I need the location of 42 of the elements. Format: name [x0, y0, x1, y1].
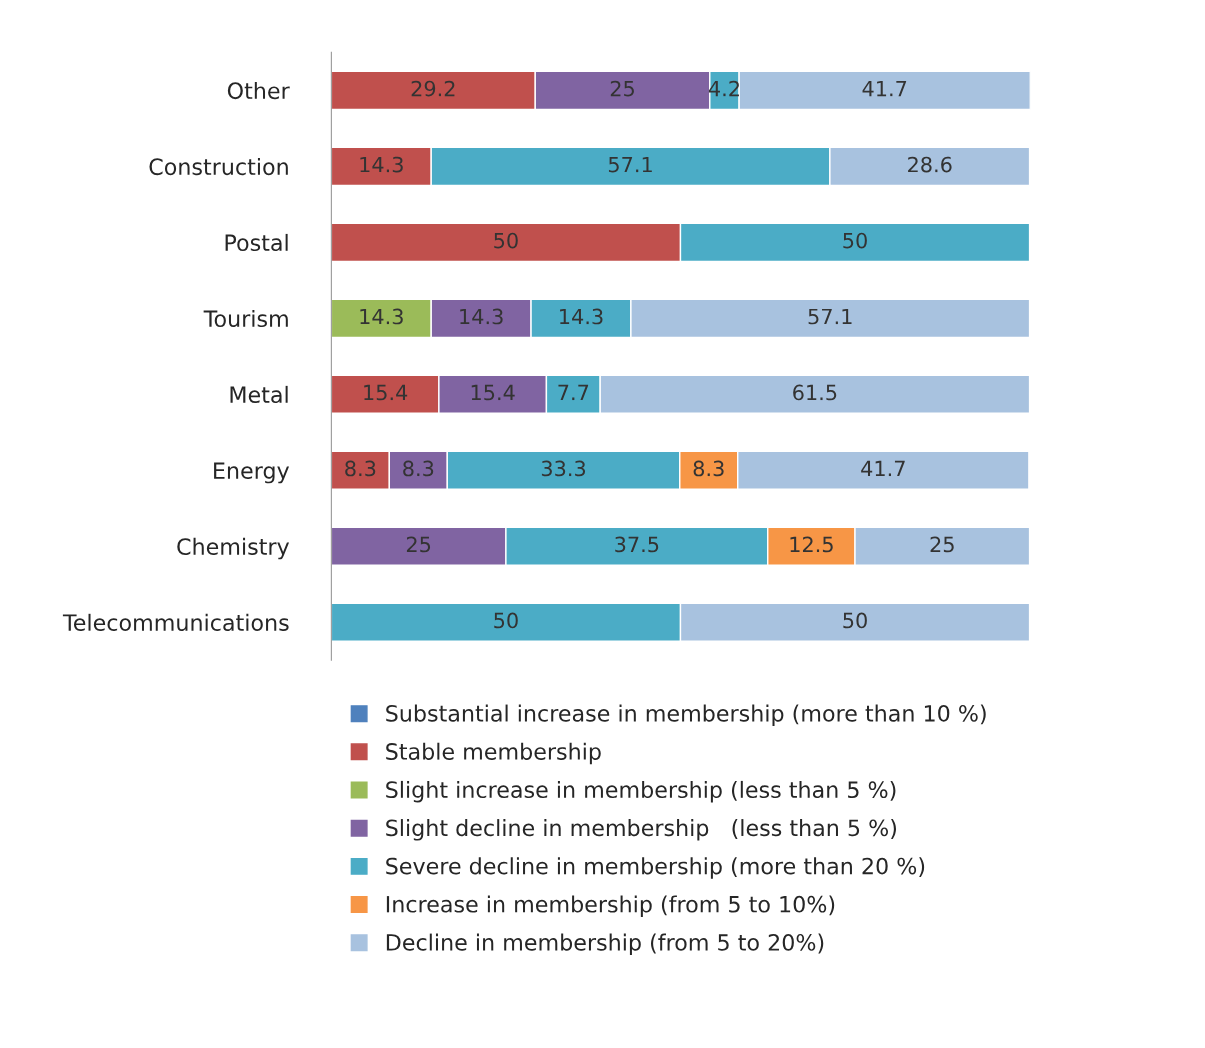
data-label: 57.1 [608, 156, 652, 173]
data-label: 50 [843, 612, 867, 629]
data-label: 25 [406, 536, 431, 553]
y-tick-label: Postal [225, 233, 288, 252]
y-tick-label: Energy [214, 462, 290, 484]
y-tick-label: Construction [149, 157, 288, 176]
data-label: 25 [610, 80, 634, 97]
legend-label: Stable membership [386, 742, 601, 765]
data-label: 15.4 [364, 384, 408, 401]
legend-label: Substantial increase in membership (more than 10 %) [386, 704, 986, 727]
legend-label: Slight decline in membership (less than 5 %) [386, 819, 896, 841]
data-label: 28.6 [908, 156, 952, 173]
data-label: 50 [843, 232, 867, 249]
data-label: 8.3 [403, 460, 434, 477]
data-label: 50 [494, 612, 518, 629]
data-label: 50 [494, 232, 518, 249]
data-label: 8.3 [693, 460, 724, 477]
data-label: 7.7 [558, 384, 589, 401]
data-label: 14.3 [360, 156, 403, 173]
data-label: 29.2 [411, 80, 455, 97]
y-tick-label: Metal [230, 385, 288, 404]
data-label: 15.4 [471, 384, 515, 401]
legend-label: Severe decline in membership (more than 20 %) [386, 857, 925, 879]
data-label: 61.5 [793, 384, 837, 401]
data-label: 14.3 [460, 308, 503, 325]
legend-label: Increase in membership (from 5 to 10%) [386, 895, 835, 917]
y-tick-label: Tourism [203, 309, 288, 328]
legend-label: Slight increase in membership (less than 5 %) [386, 780, 896, 803]
y-tick-label: Chemistry [177, 537, 290, 560]
data-label: 33.3 [541, 460, 586, 477]
data-label: 37.5 [615, 536, 659, 553]
data-label: 14.3 [560, 308, 603, 325]
data-label: 12.5 [790, 536, 833, 553]
data-label: 25 [930, 536, 954, 553]
data-label: 57.1 [808, 308, 852, 325]
data-label: 14.3 [360, 308, 403, 325]
data-label: 8.3 [345, 460, 376, 477]
legend-label: Decline in membership (from 5 to 20%) [386, 933, 824, 956]
y-tick-label: Other [227, 81, 290, 100]
data-label: 41.7 [862, 80, 907, 97]
y-tick-label: Telecommunications [62, 613, 289, 632]
data-label: 41.7 [861, 460, 905, 477]
